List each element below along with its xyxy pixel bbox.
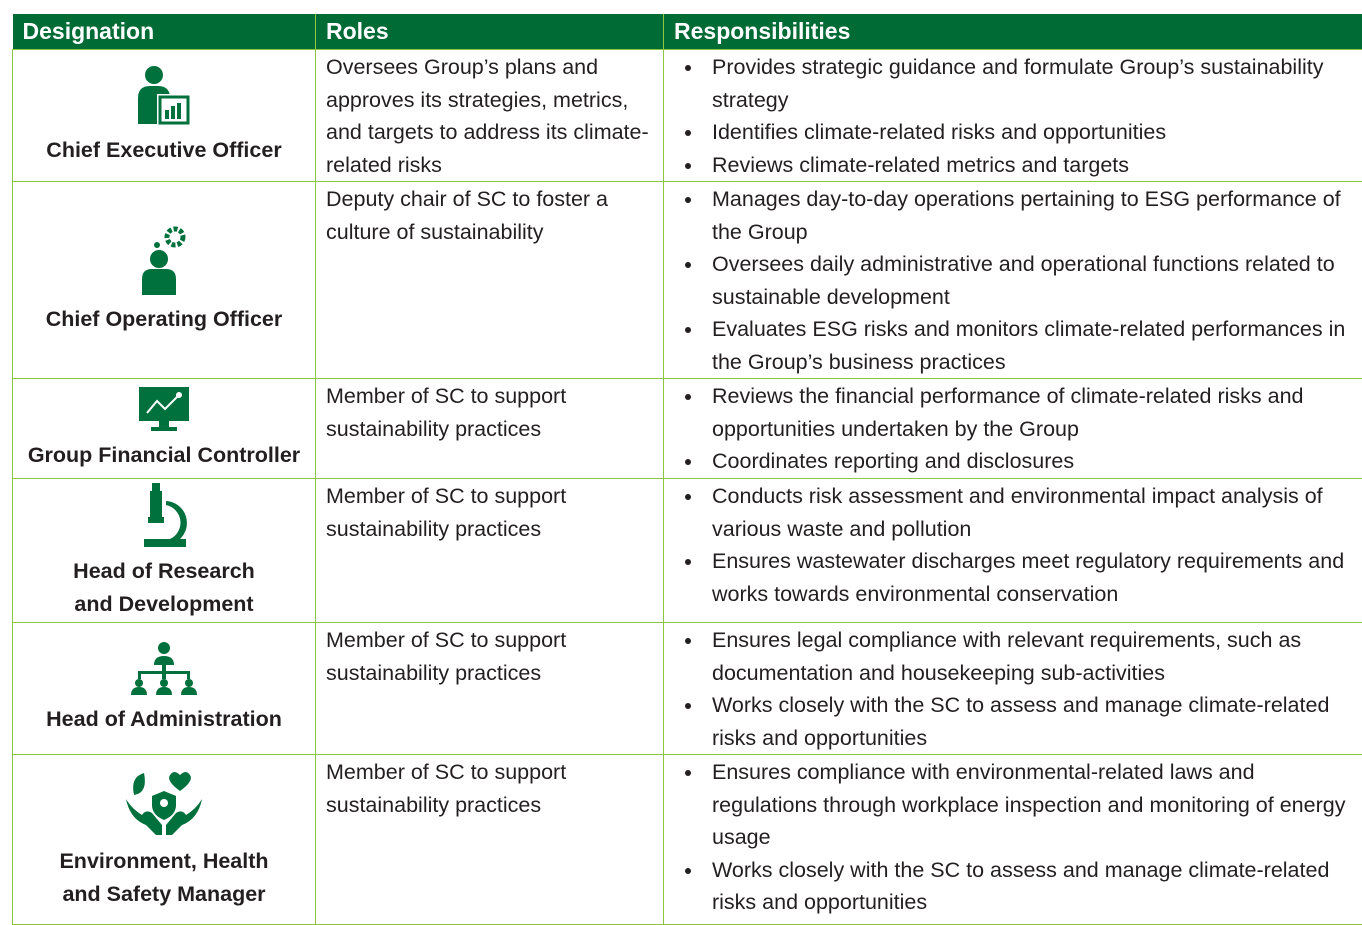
designation: Chief Executive Officer <box>17 134 311 167</box>
designation: Head of Research <box>17 555 311 588</box>
designation-cell: Chief Executive Officer <box>13 50 316 182</box>
responsibility-list: Ensures compliance with environmental-re… <box>674 756 1354 919</box>
header-row: Designation Roles Responsibilities <box>13 14 1362 50</box>
responsibility: Ensures wastewater discharges meet regul… <box>704 545 1354 610</box>
icon <box>124 769 204 839</box>
responsibility-list: Manages day-to-day operations pertaining… <box>674 183 1354 378</box>
designation: Chief Operating Officer <box>17 303 311 336</box>
role: Member of SC to support sustainability p… <box>316 623 664 755</box>
responsibility: Reviews climate-related metrics and targ… <box>704 149 1354 182</box>
header: Designation <box>13 14 316 50</box>
header: Responsibilities <box>664 14 1362 50</box>
designation: Environment, Health <box>17 845 311 878</box>
responsibilities-cell: Ensures compliance with environmental-re… <box>664 755 1362 925</box>
role: Oversees Group’s plans and approves its … <box>316 50 664 182</box>
responsibility: Coordinates reporting and disclosures <box>704 445 1354 478</box>
responsibility: Reviews the financial performance of cli… <box>704 380 1354 445</box>
responsibilities-cell: Manages day-to-day operations pertaining… <box>664 182 1362 379</box>
responsibility: Works closely with the SC to assess and … <box>704 689 1354 754</box>
responsibility: Works closely with the SC to assess and … <box>704 854 1354 919</box>
roles-table: Designation Roles Responsibilities Chief… <box>12 14 1362 925</box>
responsibility-list: Ensures legal compliance with relevant r… <box>674 624 1354 754</box>
designation: Group Financial Controller <box>17 439 311 472</box>
icon <box>134 64 194 128</box>
icon <box>137 385 191 433</box>
designation: Head of Administration <box>17 703 311 736</box>
icon <box>140 481 188 549</box>
icon <box>127 641 201 697</box>
responsibility: Ensures compliance with environmental-re… <box>704 756 1354 854</box>
responsibility: Conducts risk assessment and environment… <box>704 480 1354 545</box>
responsibility-list: Reviews the financial performance of cli… <box>674 380 1354 478</box>
designation: and Safety Manager <box>17 878 311 911</box>
responsibilities-cell: Ensures legal compliance with relevant r… <box>664 623 1362 755</box>
responsibilities-cell: Provides strategic guidance and formulat… <box>664 50 1362 182</box>
responsibilities-cell: Reviews the financial performance of cli… <box>664 379 1362 479</box>
responsibility: Identifies climate-related risks and opp… <box>704 116 1354 149</box>
responsibility: Evaluates ESG risks and monitors climate… <box>704 313 1354 378</box>
role: Member of SC to support sustainability p… <box>316 755 664 925</box>
responsibility-list: Provides strategic guidance and formulat… <box>674 51 1354 181</box>
designation-cell: Group Financial Controller <box>13 379 316 479</box>
responsibilities-cell: Conducts risk assessment and environment… <box>664 479 1362 623</box>
icon <box>139 225 189 297</box>
responsibility: Provides strategic guidance and formulat… <box>704 51 1354 116</box>
responsibility: Ensures legal compliance with relevant r… <box>704 624 1354 689</box>
designation: and Development <box>17 588 311 621</box>
responsibility: Manages day-to-day operations pertaining… <box>704 183 1354 248</box>
role: Member of SC to support sustainability p… <box>316 479 664 623</box>
role: Member of SC to support sustainability p… <box>316 379 664 479</box>
designation-cell: Head of Administration <box>13 623 316 755</box>
responsibility: Oversees daily administrative and operat… <box>704 248 1354 313</box>
header: Roles <box>316 14 664 50</box>
responsibility-list: Conducts risk assessment and environment… <box>674 480 1354 610</box>
designation-cell: Chief Operating Officer <box>13 182 316 379</box>
role: Deputy chair of SC to foster a culture o… <box>316 182 664 379</box>
